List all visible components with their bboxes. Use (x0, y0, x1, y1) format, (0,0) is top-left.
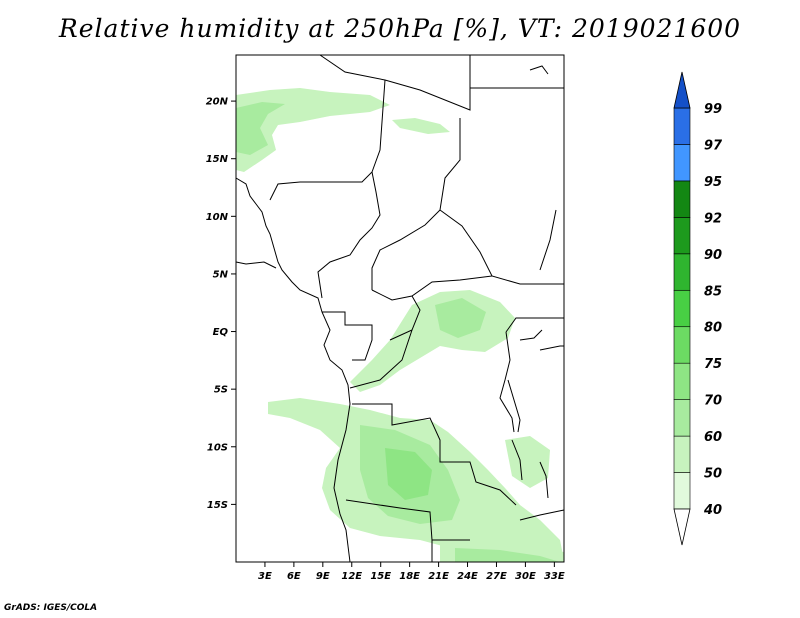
colorbar-label: 40 (703, 503, 722, 518)
lat-tick-label: 20N (206, 97, 229, 108)
colorbar-box (673, 289, 691, 328)
border (539, 345, 564, 351)
colorbar-box (673, 107, 691, 145)
humidity-area (350, 290, 515, 392)
colorbar-lower-arrow (673, 508, 691, 546)
humidity-area (505, 436, 550, 488)
longitude-ticks: 3E 6E 9E 12E 15E 18E 21E 24E 27E 30E 33E (258, 562, 565, 582)
colorbar-label: 92 (704, 211, 722, 226)
credit-label: GrADS: IGES/COLA (4, 603, 98, 613)
lat-tick-label: 5N (213, 269, 229, 280)
colorbar-label: 99 (704, 102, 722, 117)
map-frame (235, 54, 565, 563)
lake-border (529, 65, 549, 75)
humidity-area (435, 298, 486, 338)
border (499, 331, 515, 433)
colorbar-label: 85 (704, 284, 722, 299)
border (345, 499, 470, 541)
humidity-area (455, 548, 560, 562)
lake-border (511, 439, 523, 481)
lon-tick-label: 30E (515, 571, 536, 582)
border (519, 509, 565, 521)
colorbar-label: 50 (704, 467, 722, 482)
border (269, 79, 386, 201)
lon-tick-label: 18E (399, 571, 420, 582)
colorbar-label: 90 (704, 248, 722, 263)
colorbar-box (673, 435, 691, 473)
colorbar-upper-arrow (673, 71, 691, 109)
lon-tick-label: 21E (428, 571, 449, 582)
border (389, 295, 421, 341)
border (505, 317, 564, 333)
colorbar-box (673, 472, 691, 510)
lake-border (539, 461, 549, 499)
colorbar-box (673, 144, 691, 182)
border (322, 311, 373, 361)
border (539, 209, 557, 271)
lake-border (519, 329, 543, 341)
colorbar-box (673, 217, 691, 255)
lon-tick-label: 9E (316, 571, 330, 582)
border (319, 54, 471, 111)
lon-tick-label: 24E (457, 571, 478, 582)
lon-tick-label: 3E (258, 571, 272, 582)
colorbar: 40 50 60 70 75 80 85 90 92 95 97 99 (673, 71, 723, 546)
border (439, 209, 564, 285)
colorbar-box (673, 326, 691, 364)
lon-tick-label: 27E (486, 571, 507, 582)
humidity-area (385, 448, 432, 500)
colorbar-label: 70 (704, 394, 722, 409)
colorbar-label: 97 (704, 138, 723, 153)
lat-tick-label: EQ (213, 327, 229, 338)
lon-tick-label: 33E (544, 571, 565, 582)
lat-tick-label: 5S (214, 385, 228, 396)
colorbar-box (673, 253, 691, 291)
lon-tick-label: 15E (370, 571, 391, 582)
border (371, 275, 493, 301)
border (349, 329, 413, 389)
colorbar-box (673, 362, 691, 400)
lat-tick-label: 15S (207, 500, 228, 511)
border (317, 171, 381, 299)
lat-tick-label: 10S (207, 442, 228, 453)
border (371, 118, 461, 290)
humidity-shading (236, 88, 564, 562)
border (352, 403, 517, 506)
colorbar-label: 60 (704, 430, 722, 445)
colorbar-label: 75 (704, 357, 722, 372)
colorbar-box (673, 399, 691, 437)
coastline (235, 261, 277, 269)
humidity-area (236, 102, 285, 155)
colorbar-label: 95 (704, 175, 722, 190)
latitude-ticks: 20N 15N 10N 5N EQ 5S 10S 15S (206, 97, 236, 511)
lat-tick-label: 15N (206, 154, 229, 165)
map-title: Relative humidity at 250hPa [%], VT: 201… (58, 14, 742, 43)
colorbar-label: 80 (704, 321, 722, 336)
colorbar-box (673, 180, 691, 218)
lake-border (507, 379, 521, 433)
lat-tick-label: 10N (206, 212, 229, 223)
lon-tick-label: 6E (287, 571, 301, 582)
lon-tick-label: 12E (341, 571, 362, 582)
humidity-area (392, 118, 450, 134)
political-boundaries (235, 54, 565, 563)
